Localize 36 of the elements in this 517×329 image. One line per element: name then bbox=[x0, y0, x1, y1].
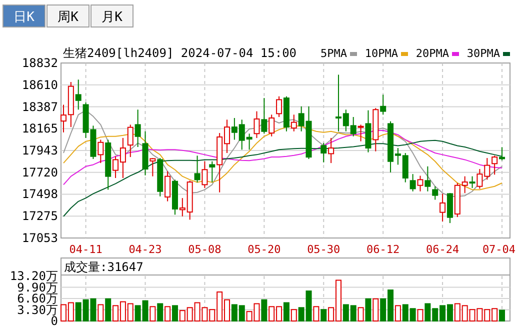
y-tick-label: 17498 bbox=[22, 187, 58, 202]
x-tick-label: 05-08 bbox=[188, 243, 222, 256]
x-tick-label: 06-24 bbox=[426, 243, 460, 256]
y-tick-label: 18610 bbox=[22, 78, 58, 92]
x-tick-label: 06-12 bbox=[366, 243, 400, 256]
x-tick-label: 04-23 bbox=[128, 243, 162, 256]
bar bbox=[261, 299, 268, 322]
x-tick-label: 05-20 bbox=[248, 243, 281, 256]
y-tick-label: 18165 bbox=[22, 122, 58, 136]
y-tick-label: 17053 bbox=[22, 231, 58, 245]
y-tick-label: 17720 bbox=[22, 165, 58, 180]
x-tick-label: 05-30 bbox=[307, 243, 340, 256]
legend-label: 5PMA bbox=[320, 47, 348, 60]
y-tick-label: 13.20万 bbox=[10, 269, 58, 283]
line-series bbox=[63, 110, 502, 197]
y-tick-label: 17943 bbox=[22, 143, 58, 158]
x-tick-label: 04-11 bbox=[69, 243, 102, 256]
y-tick-label: 18832 bbox=[22, 56, 58, 70]
text: 成交量:31647 bbox=[64, 260, 144, 274]
y-tick-label: 18387 bbox=[22, 100, 58, 114]
x-tick-label: 07-04 bbox=[482, 243, 516, 256]
bar bbox=[320, 309, 327, 322]
bar bbox=[499, 310, 505, 322]
bar bbox=[365, 298, 372, 322]
chart-title: 生猪2409[lh2409] 2024-07-04 15:00 bbox=[63, 46, 297, 60]
legend-label: 20PMA bbox=[416, 47, 450, 60]
legend-label: 10PMA bbox=[364, 47, 398, 60]
bar bbox=[157, 303, 164, 322]
bar bbox=[105, 298, 112, 322]
text: 月K bbox=[102, 10, 123, 25]
bar bbox=[283, 302, 290, 322]
y-tick-label: 17275 bbox=[22, 209, 58, 224]
bar bbox=[172, 305, 178, 322]
legend-label: 30PMA bbox=[466, 47, 500, 60]
text: 周K bbox=[58, 10, 79, 25]
text: 日K bbox=[14, 10, 35, 25]
